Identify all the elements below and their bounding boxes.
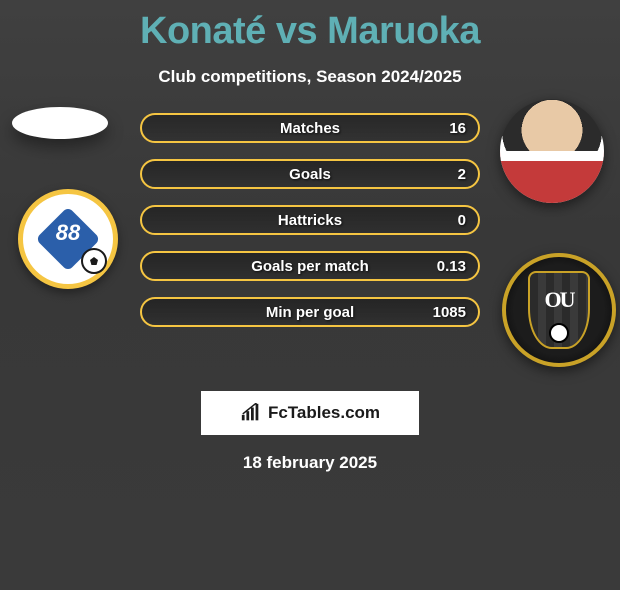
player-right-club-logo: OU [502, 253, 616, 367]
stat-value-right: 16 [449, 120, 466, 137]
stat-value-right: 2 [458, 166, 466, 183]
club-shield-icon: OU [528, 271, 590, 349]
stat-row: Hattricks0 [140, 205, 480, 235]
stat-label: Matches [142, 120, 478, 137]
date-label: 18 february 2025 [0, 453, 620, 473]
stat-label: Goals [142, 166, 478, 183]
football-icon [549, 323, 569, 343]
player-left-club-logo: 88 [18, 189, 118, 289]
fctables-label: FcTables.com [268, 403, 380, 423]
stat-value-right: 0.13 [437, 258, 466, 275]
subtitle: Club competitions, Season 2024/2025 [0, 67, 620, 87]
stat-row: Goals2 [140, 159, 480, 189]
club-badge-text: 88 [35, 220, 101, 246]
stat-label: Goals per match [142, 258, 478, 275]
stat-row: Goals per match0.13 [140, 251, 480, 281]
comparison-panel: 88 Matches16 Goals2 Hattricks0 Goals per ma… [0, 113, 620, 373]
club-badge-88-icon: 88 [35, 206, 101, 272]
player-left-photo [12, 107, 108, 139]
fctables-watermark: FcTables.com [201, 391, 419, 435]
stat-rows: Matches16 Goals2 Hattricks0 Goals per match… [140, 113, 480, 343]
stat-value-right: 0 [458, 212, 466, 229]
player-right-photo [500, 99, 604, 203]
stat-label: Min per goal [142, 304, 478, 321]
club-shield-letters: OU [530, 287, 588, 313]
football-icon [81, 248, 107, 274]
stat-value-right: 1085 [433, 304, 466, 321]
page-title: Konaté vs Maruoka [0, 10, 620, 53]
bar-chart-icon [240, 403, 262, 423]
stat-label: Hattricks [142, 212, 478, 229]
stat-row: Matches16 [140, 113, 480, 143]
stat-row: Min per goal1085 [140, 297, 480, 327]
